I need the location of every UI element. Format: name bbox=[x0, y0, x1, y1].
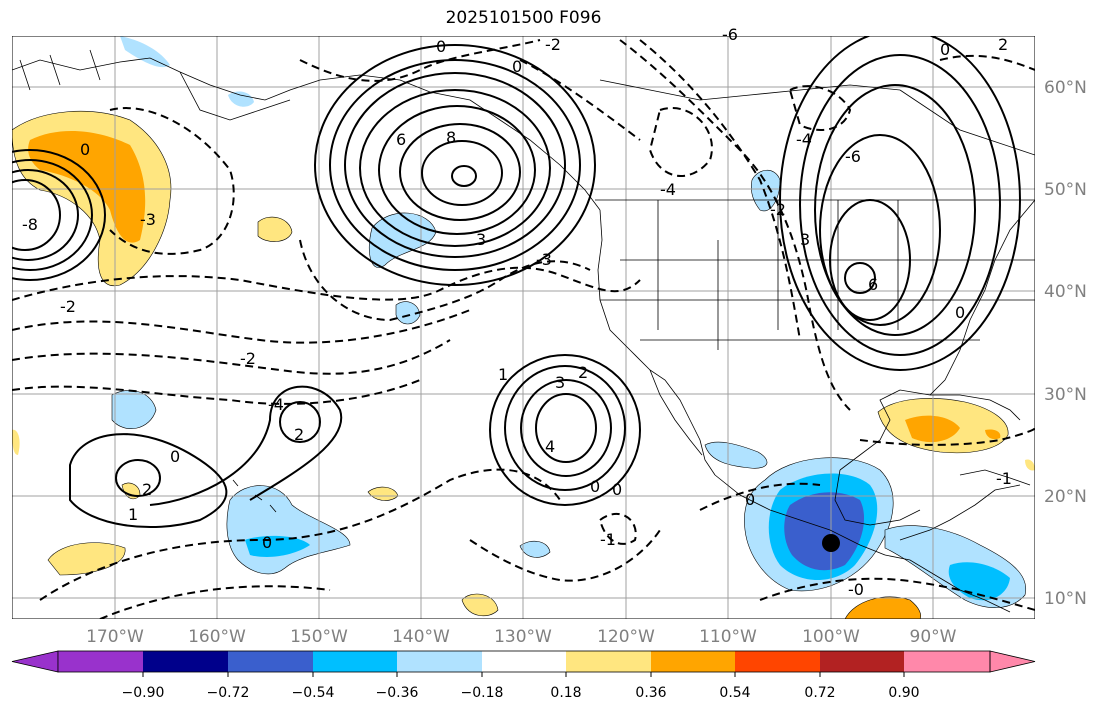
colorbar-tick-label: 0.90 bbox=[888, 685, 919, 701]
contour-label: 3 bbox=[800, 230, 810, 249]
colorbar-segment bbox=[566, 651, 651, 672]
colorbar-segment bbox=[313, 651, 397, 672]
colorbar-segment bbox=[143, 651, 228, 672]
colorbar-tick-label: −0.54 bbox=[292, 685, 335, 701]
colorbar-tick-label: 0.54 bbox=[719, 685, 750, 701]
lon-label: 120°W bbox=[597, 627, 655, 647]
colorbar-tick-label: −0.90 bbox=[122, 685, 165, 701]
contour-label: 1 bbox=[128, 505, 138, 524]
longitude-labels: 170°W 160°W 150°W 140°W 130°W 120°W 110°… bbox=[86, 627, 957, 647]
dashed-contours bbox=[12, 39, 1035, 619]
contour-label: 0 bbox=[745, 490, 755, 509]
contour-label: 6 bbox=[868, 275, 878, 294]
contour-label: -4 bbox=[796, 130, 812, 149]
colorbar-segment bbox=[904, 651, 990, 672]
contour-label: -2 bbox=[240, 349, 256, 368]
lon-label: 170°W bbox=[86, 627, 144, 647]
contour-label: 0 bbox=[80, 140, 90, 159]
contour-label: -1 bbox=[996, 469, 1012, 488]
contour-label: -1 bbox=[600, 530, 616, 549]
colorbar-segment bbox=[820, 651, 904, 672]
lon-label: 160°W bbox=[188, 627, 246, 647]
lon-label: 90°W bbox=[910, 627, 957, 647]
lon-label: 100°W bbox=[802, 627, 860, 647]
contour-label: 0 bbox=[590, 477, 600, 496]
contour-label: -3 bbox=[536, 250, 552, 269]
contour-label: 0 bbox=[436, 37, 446, 56]
contour-label: 8 bbox=[446, 128, 456, 147]
colorbar-tick-label: −0.72 bbox=[207, 685, 250, 701]
contour-label: 0 bbox=[955, 303, 965, 322]
colorbar-tick-label: −0.36 bbox=[376, 685, 419, 701]
contour-label: -2 bbox=[60, 297, 76, 316]
colorbar-segment bbox=[735, 651, 820, 672]
lon-label: 130°W bbox=[494, 627, 552, 647]
contour-label: 2 bbox=[998, 35, 1008, 54]
colorbar-tick-label: 0.72 bbox=[804, 685, 835, 701]
colorbar-segment bbox=[58, 651, 143, 672]
colorbar-segment bbox=[397, 651, 482, 672]
lat-label: 10°N bbox=[1044, 589, 1087, 609]
contour-label: 1 bbox=[498, 365, 508, 384]
colorbar-extend-low bbox=[11, 650, 59, 673]
contour-label: 0 bbox=[612, 480, 622, 499]
contour-label: -3 bbox=[140, 210, 156, 229]
colorbar bbox=[11, 650, 1036, 677]
colorbar-labels: −0.90 −0.72 −0.54 −0.36 −0.18 0.18 0.36 … bbox=[122, 685, 920, 701]
contour-label: 0 bbox=[262, 533, 272, 552]
lat-label: 60°N bbox=[1044, 78, 1087, 98]
colorbar-segment bbox=[482, 651, 566, 672]
colorbar-outline bbox=[57, 650, 991, 673]
colorbar-extend-high bbox=[989, 650, 1036, 673]
contour-label: 0 bbox=[940, 40, 950, 59]
colorbar-segment bbox=[228, 651, 313, 672]
contour-label: 0 bbox=[170, 447, 180, 466]
contour-label: 2 bbox=[142, 480, 152, 499]
colorbar-tick-label: 0.36 bbox=[635, 685, 666, 701]
contour-label: 6 bbox=[396, 130, 406, 149]
contour-label-group: 0 -2 0 6 8 3 -3 0 -3 -8 -2 -2 2 -4 0 1 2… bbox=[22, 25, 1012, 599]
contour-label: -2 bbox=[545, 35, 561, 54]
lat-label: 30°N bbox=[1044, 385, 1087, 405]
contour-label: -6 bbox=[722, 25, 738, 44]
contour-label: 0 bbox=[512, 57, 522, 76]
contour-label: 2 bbox=[578, 363, 588, 382]
contour-label: -6 bbox=[845, 147, 861, 166]
colorbar-tick-label: 0.18 bbox=[550, 685, 581, 701]
contour-label: -4 bbox=[660, 180, 676, 199]
shading-layer bbox=[12, 36, 1035, 619]
lat-label: 20°N bbox=[1044, 487, 1087, 507]
lon-label: 110°W bbox=[699, 627, 757, 647]
latitude-labels: 60°N 50°N 40°N 30°N 20°N 10°N bbox=[1044, 78, 1087, 609]
colorbar-segment bbox=[651, 651, 735, 672]
contour-lines bbox=[12, 36, 1021, 529]
contour-label: 3 bbox=[555, 373, 565, 392]
lon-label: 140°W bbox=[392, 627, 450, 647]
contour-label: 2 bbox=[294, 425, 304, 444]
contour-label: -2 bbox=[770, 200, 786, 219]
map-title: 2025101500 F096 bbox=[445, 8, 602, 28]
location-marker bbox=[822, 534, 840, 552]
colorbar-tick-label: −0.18 bbox=[461, 685, 504, 701]
contour-label: 3 bbox=[476, 230, 486, 249]
contour-label: -8 bbox=[22, 215, 38, 234]
contour-label: -0 bbox=[848, 580, 864, 599]
graticule bbox=[12, 36, 1035, 619]
lon-label: 150°W bbox=[290, 627, 348, 647]
lat-label: 40°N bbox=[1044, 282, 1087, 302]
lat-label: 50°N bbox=[1044, 180, 1087, 200]
contour-label: -4 bbox=[268, 395, 284, 414]
contour-label: 4 bbox=[545, 437, 555, 456]
